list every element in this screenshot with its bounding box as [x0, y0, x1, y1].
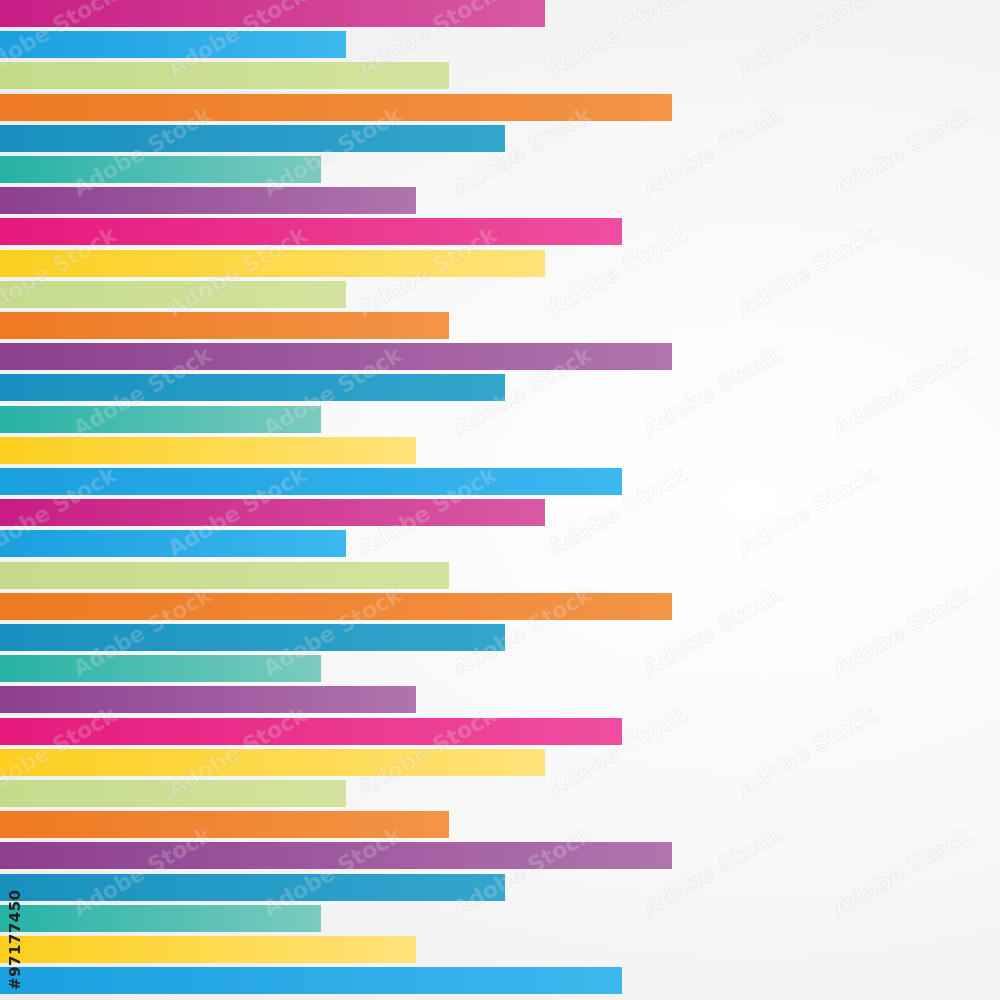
stripe-lime	[0, 562, 449, 589]
stripe-yellow	[0, 250, 545, 277]
stripe-yellow	[0, 749, 545, 776]
stripe-lime	[0, 780, 346, 807]
stripe-orange	[0, 811, 449, 838]
stripe-sky	[0, 530, 346, 557]
stripe-violet	[0, 187, 416, 214]
stripe-magenta	[0, 499, 545, 526]
stripe-sky	[0, 967, 622, 994]
stripe-orange	[0, 593, 672, 620]
stripe-violet	[0, 343, 672, 370]
stripe-teal	[0, 156, 321, 183]
stripe-violet	[0, 686, 416, 713]
stripe-yellow	[0, 936, 416, 963]
stripe-magenta	[0, 0, 545, 27]
stripe-teal	[0, 406, 321, 433]
stock-id-label: #97177450	[6, 889, 24, 990]
stripe-pink	[0, 218, 622, 245]
stripe-sky	[0, 31, 346, 58]
stripe-teal	[0, 655, 321, 682]
stripe-lime	[0, 281, 346, 308]
stripe-steel	[0, 374, 505, 401]
stripe-orange	[0, 94, 672, 121]
stripe-yellow	[0, 437, 416, 464]
stripe-steel	[0, 624, 505, 651]
stripe-orange	[0, 312, 449, 339]
stripe-pink	[0, 718, 622, 745]
stripe-steel	[0, 874, 505, 901]
stripe-teal	[0, 905, 321, 932]
stripe-violet	[0, 842, 672, 869]
stripe-lime	[0, 62, 449, 89]
stripe-sky	[0, 468, 622, 495]
stripe-steel	[0, 125, 505, 152]
